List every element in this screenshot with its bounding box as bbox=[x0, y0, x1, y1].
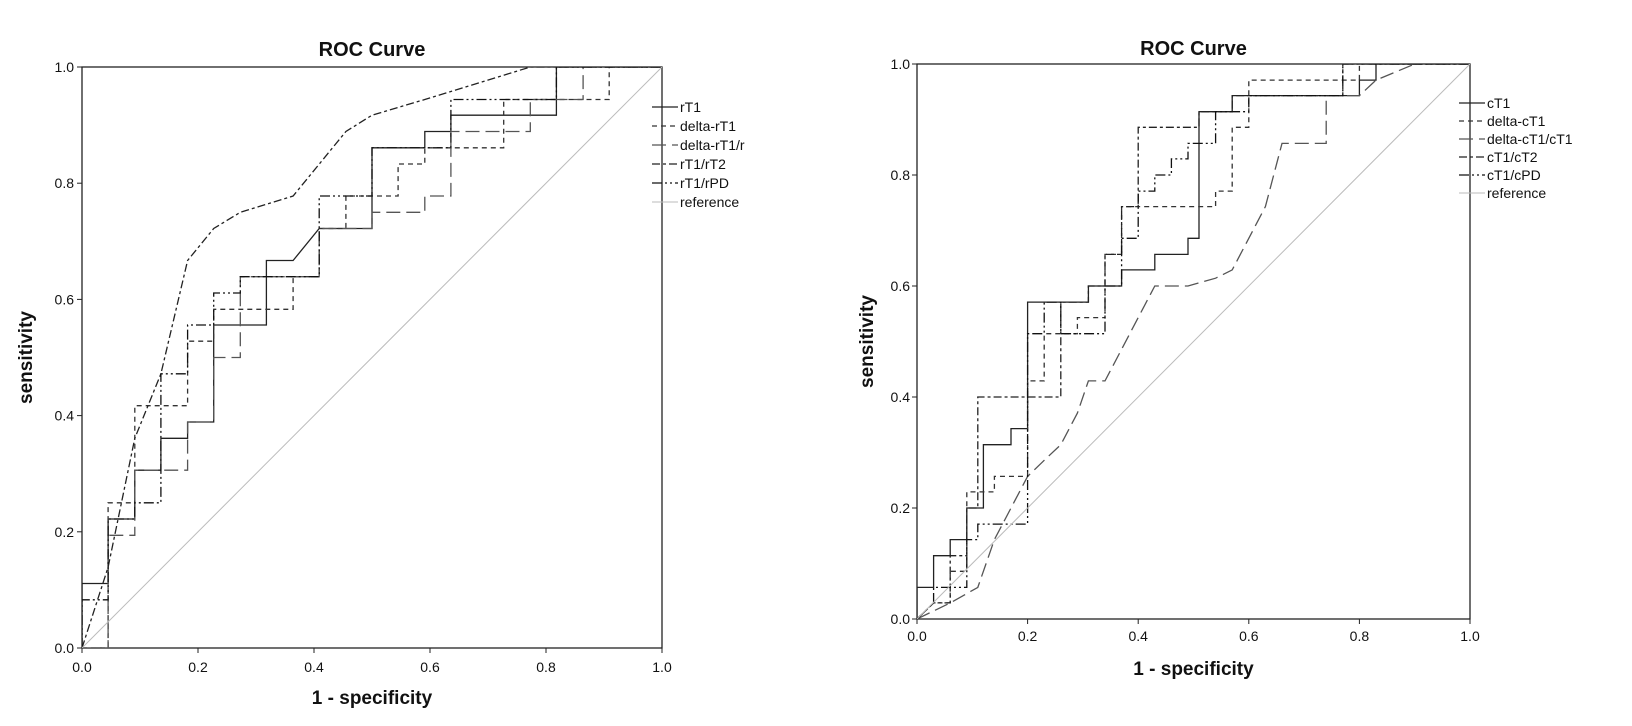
plot-frame bbox=[81, 66, 663, 649]
x-tick-label: 0.2 bbox=[188, 659, 208, 675]
x-tick-label: 1.0 bbox=[652, 659, 672, 675]
roc-chart-2: ROC Curve 0.0 0.2 0.4 0.6 0.8 1.0 0.0 0.2 0.4 0.6 0… bbox=[857, 38, 1573, 680]
legend-label: delta-cT1 bbox=[1487, 113, 1546, 129]
legend-label: reference bbox=[680, 194, 739, 210]
x-axis-label: 1 - specificity bbox=[312, 688, 433, 709]
chart-title: ROC Curve bbox=[319, 39, 426, 61]
y-axis-label: sensitivity bbox=[857, 295, 878, 388]
y-tick-label: 0.2 bbox=[55, 524, 75, 540]
series-line-rt1-rt2 bbox=[82, 67, 662, 648]
series-line-rt1-rpd bbox=[82, 67, 662, 648]
legend-label: rT1 bbox=[680, 99, 701, 115]
chart-title: ROC Curve bbox=[1140, 38, 1247, 60]
plot-frame bbox=[916, 63, 1471, 620]
y-tick-label: 0.4 bbox=[55, 408, 75, 424]
series-line-reference bbox=[82, 67, 662, 648]
series-line-delta-ct1-ct1 bbox=[917, 64, 1470, 619]
legend-label: delta-rT1 bbox=[680, 118, 736, 134]
x-tick-label: 0.0 bbox=[72, 659, 92, 675]
y-tick-label: 0.6 bbox=[891, 278, 911, 294]
y-tick-label: 0.8 bbox=[891, 167, 911, 183]
series-line-reference bbox=[917, 64, 1470, 619]
legend-label: rT1/rT2 bbox=[680, 156, 726, 172]
y-tick-label: 0.0 bbox=[55, 640, 75, 656]
x-tick-label: 1.0 bbox=[1460, 628, 1480, 644]
legend: cT1 delta-cT1 delta-cT1/cT1 cT1/cT2 cT1/cPD r… bbox=[1459, 95, 1573, 201]
legend: rT1 delta-rT1 delta-rT1/r rT1/rT2 rT1/rPD ref… bbox=[652, 99, 745, 210]
x-tick-label: 0.8 bbox=[1350, 628, 1370, 644]
plot-area bbox=[82, 67, 662, 648]
y-tick-label: 0.2 bbox=[891, 500, 911, 516]
y-tick-label: 0.4 bbox=[891, 389, 911, 405]
y-tick-label: 0.6 bbox=[55, 291, 75, 307]
series-line-ct1 bbox=[917, 64, 1470, 619]
y-tick-label: 1.0 bbox=[891, 56, 911, 72]
x-tick-label: 0.4 bbox=[1128, 628, 1148, 644]
x-tick-label: 0.8 bbox=[536, 659, 556, 675]
legend-label: delta-cT1/cT1 bbox=[1487, 131, 1573, 147]
legend-label: delta-rT1/r bbox=[680, 137, 745, 153]
x-tick-label: 0.2 bbox=[1018, 628, 1038, 644]
y-tick-label: 0.8 bbox=[55, 175, 75, 191]
x-tick-label: 0.6 bbox=[420, 659, 440, 675]
legend-label: cT1/cT2 bbox=[1487, 149, 1538, 165]
legend-label: rT1/rPD bbox=[680, 175, 729, 191]
legend-label: cT1/cPD bbox=[1487, 167, 1541, 183]
series-line-delta-rt1-r bbox=[82, 67, 662, 648]
x-tick-label: 0.6 bbox=[1239, 628, 1259, 644]
roc-chart-1: ROC Curve 0.0 0.2 0.4 0.6 0.8 1.0 0.0 0.2 0.4 0.6 0… bbox=[16, 39, 745, 709]
plot-area bbox=[917, 64, 1470, 619]
y-tick-label: 1.0 bbox=[55, 59, 75, 75]
x-axis-label: 1 - specificity bbox=[1133, 659, 1254, 680]
y-tick-label: 0.0 bbox=[891, 611, 911, 627]
series-line-ct1-cpd bbox=[917, 64, 1470, 619]
y-axis-label: sensitivity bbox=[16, 311, 37, 404]
x-tick-label: 0.0 bbox=[907, 628, 927, 644]
legend-label: cT1 bbox=[1487, 95, 1511, 111]
x-tick-label: 0.4 bbox=[304, 659, 324, 675]
legend-label: reference bbox=[1487, 185, 1546, 201]
